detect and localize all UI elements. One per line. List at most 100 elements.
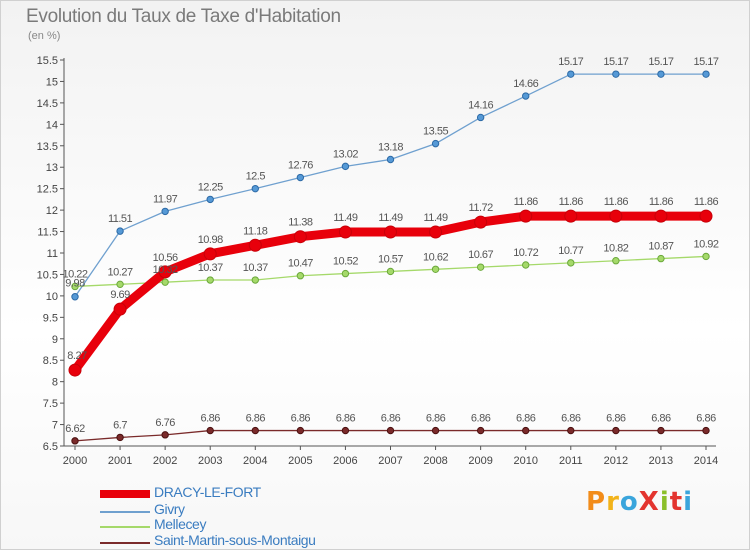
legend-label-saint-martin: Saint-Martin-sous-Montaigu: [154, 532, 316, 548]
data-point-givry: [296, 173, 305, 182]
data-point-mellecey: [251, 276, 259, 284]
data-point-mellecey: [206, 276, 214, 284]
data-label-givry: 11.51: [108, 213, 133, 225]
data-point-mellecey: [612, 257, 620, 265]
data-point-dracy-le-fort: [699, 209, 713, 223]
data-label-saint-martin-sous-montaigu: 6.86: [516, 413, 536, 425]
data-point-givry: [161, 207, 169, 216]
data-point-givry: [116, 227, 124, 235]
logo-letter: i: [659, 487, 670, 517]
x-tick-label: 2010: [513, 455, 537, 467]
data-label-dracy-le-fort: 10.98: [198, 234, 223, 246]
data-point-givry: [386, 155, 395, 164]
x-tick-label: 2011: [559, 455, 583, 467]
data-label-mellecey: 10.37: [243, 262, 268, 274]
y-tick-label: 11: [47, 248, 58, 260]
data-point-dracy-le-fort: [113, 302, 127, 316]
x-tick-label: 2006: [333, 455, 357, 467]
legend-swatch-saint-martin: [100, 542, 150, 544]
data-label-mellecey: 10.52: [333, 256, 358, 268]
data-label-dracy-le-fort: 11.72: [469, 202, 494, 214]
y-tick-label: 10.5: [37, 269, 58, 281]
data-label-mellecey: 10.92: [693, 238, 718, 250]
data-point-saint-martin-sous-montaigu: [71, 437, 79, 445]
data-point-dracy-le-fort: [519, 209, 533, 223]
data-label-givry: 13.02: [333, 148, 358, 160]
data-label-givry: 13.18: [378, 142, 403, 154]
data-point-mellecey: [702, 252, 710, 261]
data-label-saint-martin-sous-montaigu: 6.76: [155, 417, 175, 429]
data-label-saint-martin-sous-montaigu: 6.86: [381, 413, 401, 425]
data-label-dracy-le-fort: 11.86: [559, 196, 584, 208]
y-tick-label: 8: [52, 377, 58, 389]
x-tick-label: 2009: [468, 455, 492, 467]
data-point-mellecey: [386, 267, 395, 276]
y-tick-label: 12: [46, 205, 58, 217]
data-label-saint-martin-sous-montaigu: 6.7: [113, 419, 127, 431]
data-point-givry: [657, 70, 665, 78]
x-tick-label: 2013: [649, 455, 673, 467]
data-point-saint-martin-sous-montaigu: [476, 426, 485, 435]
data-point-mellecey: [567, 259, 575, 267]
data-label-givry: 15.17: [603, 56, 628, 68]
y-tick-label: 9: [52, 334, 58, 346]
data-point-dracy-le-fort: [654, 209, 668, 223]
data-label-dracy-le-fort: 11.86: [604, 196, 629, 208]
x-tick-label: 2007: [378, 455, 402, 467]
data-label-givry: 12.25: [198, 181, 223, 193]
data-point-mellecey: [522, 261, 530, 269]
y-tick-label: 11.5: [37, 227, 58, 239]
data-label-mellecey: 10.87: [648, 241, 673, 253]
data-point-mellecey: [431, 265, 440, 273]
data-point-givry: [522, 92, 530, 100]
data-point-saint-martin-sous-montaigu: [522, 426, 530, 435]
x-tick-label: 2001: [108, 455, 132, 467]
data-point-mellecey: [296, 272, 305, 280]
y-tick-label: 15: [46, 76, 58, 88]
data-label-dracy-le-fort: 11.86: [514, 196, 539, 208]
x-tick-label: 2000: [63, 455, 87, 467]
y-tick-label: 14.5: [37, 98, 58, 110]
data-label-dracy-le-fort: 11.86: [649, 196, 674, 208]
data-point-saint-martin-sous-montaigu: [431, 426, 440, 435]
data-label-givry: 11.97: [153, 193, 178, 205]
y-tick-label: 12.5: [37, 184, 58, 196]
data-label-dracy-le-fort: 11.18: [243, 225, 268, 237]
data-point-givry: [612, 70, 620, 78]
data-point-dracy-le-fort: [203, 247, 217, 261]
data-label-saint-martin-sous-montaigu: 6.86: [426, 413, 446, 425]
data-point-saint-martin-sous-montaigu: [386, 426, 395, 435]
data-point-givry: [476, 113, 485, 122]
data-label-dracy-le-fort: 11.86: [694, 196, 719, 208]
data-point-saint-martin-sous-montaigu: [612, 426, 620, 435]
legend-swatch-dracy: [100, 490, 150, 498]
data-label-mellecey: 10.72: [513, 247, 538, 259]
data-point-saint-martin-sous-montaigu: [702, 426, 710, 435]
y-tick-label: 9.5: [43, 312, 58, 324]
x-tick-label: 2014: [694, 455, 718, 467]
data-point-givry: [567, 70, 575, 78]
data-label-givry: 14.16: [468, 99, 493, 111]
y-tick-label: 14: [46, 119, 58, 131]
data-point-mellecey: [657, 254, 665, 263]
data-point-saint-martin-sous-montaigu: [251, 426, 259, 435]
data-point-mellecey: [341, 269, 350, 278]
data-label-mellecey: 10.67: [468, 249, 493, 261]
y-tick-label: 10: [46, 291, 58, 303]
data-point-mellecey: [476, 263, 485, 271]
data-point-givry: [206, 195, 214, 204]
series-line-dracy-le-fort: [70, 211, 711, 375]
data-label-mellecey: 10.27: [108, 266, 133, 278]
data-label-mellecey: 10.82: [603, 243, 628, 255]
legend-swatch-mellecey: [100, 526, 150, 528]
logo-letter: r: [606, 487, 620, 517]
data-point-dracy-le-fort: [338, 225, 352, 239]
data-point-dracy-le-fort: [609, 209, 623, 223]
data-label-mellecey: 10.77: [558, 245, 583, 257]
data-label-givry: 14.66: [513, 78, 538, 90]
data-point-dracy-le-fort: [68, 363, 82, 377]
data-point-givry: [431, 139, 440, 148]
data-point-mellecey: [116, 280, 124, 289]
